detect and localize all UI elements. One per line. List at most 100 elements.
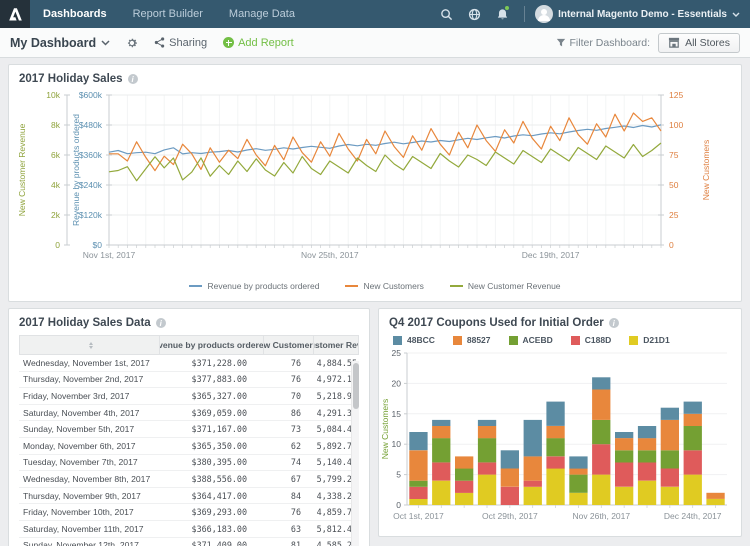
legend-item-d21d1[interactable]: D21D1 — [629, 335, 670, 345]
bar-segment-C188D[interactable] — [637, 462, 657, 481]
bar-segment-ACEBD[interactable] — [615, 450, 634, 463]
bar-segment-C188D[interactable] — [500, 486, 519, 505]
bar-segment-48BCC[interactable] — [500, 450, 519, 469]
adobe-logo[interactable] — [0, 0, 30, 28]
bar-segment-C188D[interactable] — [592, 444, 611, 475]
bar-segment-88527[interactable] — [409, 450, 428, 481]
bar-segment-48BCC[interactable] — [409, 432, 428, 451]
legend-item-acebd[interactable]: ACEBD — [508, 335, 553, 345]
bar-segment-D21D1[interactable] — [637, 480, 657, 505]
plus-icon — [223, 37, 235, 48]
bar-segment-D21D1[interactable] — [592, 474, 611, 505]
bar-segment-C188D[interactable] — [615, 462, 634, 487]
dashboard-settings-gear[interactable] — [126, 37, 138, 49]
bar-segment-88527[interactable] — [706, 492, 725, 499]
info-icon[interactable]: i — [608, 318, 619, 328]
add-report-button[interactable]: Add Report — [223, 37, 294, 49]
sharing-button[interactable]: Sharing — [154, 37, 207, 49]
bar-segment-48BCC[interactable] — [432, 419, 451, 426]
bar-segment-88527[interactable] — [569, 468, 588, 475]
line-series-new-customer-revenue[interactable] — [108, 142, 662, 182]
bar-segment-C188D[interactable] — [409, 486, 428, 499]
table-header-new-customer-revenue[interactable]: New Customer Revenue — [314, 336, 358, 354]
bar-segment-ACEBD[interactable] — [455, 468, 474, 481]
search-icon[interactable] — [434, 0, 458, 28]
bar-segment-ACEBD[interactable] — [477, 438, 497, 463]
bar-segment-48BCC[interactable] — [683, 401, 702, 414]
legend-item-new-customer-revenue[interactable]: New Customer Revenue — [449, 281, 561, 291]
coupons-stacked-bar-chart[interactable]: 0 5 10 15 20 25 New Customers Oct 1st, 2017 Oct … — [379, 345, 735, 531]
bar-segment-D21D1[interactable] — [615, 486, 634, 505]
bar-segment-88527[interactable] — [546, 426, 565, 439]
bar-segment-88527[interactable] — [477, 426, 497, 439]
bar-segment-ACEBD[interactable] — [637, 450, 657, 463]
bar-segment-D21D1[interactable] — [660, 486, 679, 505]
bar-segment-ACEBD[interactable] — [569, 474, 588, 493]
nav-item-report-builder[interactable]: Report Builder — [132, 8, 203, 20]
bar-segment-48BCC[interactable] — [592, 377, 611, 390]
account-menu[interactable]: Internal Magento Demo - Essentials — [535, 5, 740, 23]
legend-item-revenue-by-products-ordered[interactable]: Revenue by products ordered — [189, 281, 319, 291]
bar-segment-D21D1[interactable] — [432, 480, 451, 505]
bar-segment-ACEBD[interactable] — [660, 450, 679, 469]
legend-item-48bcc[interactable]: 48BCC — [393, 335, 435, 345]
bar-segment-88527[interactable] — [615, 438, 634, 451]
bar-segment-C188D[interactable] — [432, 462, 451, 481]
holiday-sales-line-chart[interactable]: 10k 8k 6k 4k 2k 0 $600k $480k $360k $240k $120k $0 1… — [9, 87, 723, 275]
bar-segment-D21D1[interactable] — [477, 474, 497, 505]
globe-icon[interactable] — [462, 0, 486, 28]
line-series-new-customers[interactable] — [109, 112, 662, 172]
bar-segment-C188D[interactable] — [477, 462, 497, 475]
bar-segment-88527[interactable] — [660, 419, 679, 451]
bar-segment-C188D[interactable] — [455, 480, 474, 493]
bar-segment-C188D[interactable] — [683, 450, 702, 475]
bar-segment-88527[interactable] — [592, 389, 611, 420]
dashboard-selector[interactable]: My Dashboard — [10, 36, 110, 50]
bar-segment-88527[interactable] — [523, 456, 542, 481]
nav-item-dashboards[interactable]: Dashboards — [43, 8, 107, 20]
bar-segment-48BCC[interactable] — [660, 407, 679, 420]
bar-segment-C188D[interactable] — [660, 468, 679, 487]
bar-segment-ACEBD[interactable] — [409, 480, 428, 487]
legend-item-new-customers[interactable]: New Customers — [345, 281, 424, 291]
notifications-bell-icon[interactable] — [490, 0, 514, 28]
table-header-revenue-by-products-ordered[interactable]: Revenue by products ordered — [160, 336, 264, 354]
bar-segment-D21D1[interactable] — [546, 468, 565, 506]
bar-segment-D21D1[interactable] — [455, 492, 474, 505]
bar-segment-ACEBD[interactable] — [546, 438, 565, 457]
bar-segment-C188D[interactable] — [523, 480, 542, 487]
bar-segment-88527[interactable] — [683, 413, 702, 426]
bar-segment-48BCC[interactable] — [523, 419, 542, 457]
info-icon[interactable]: i — [155, 318, 166, 328]
line-series-revenue-by-products-ordered[interactable] — [108, 124, 662, 155]
all-stores-filter-button[interactable]: All Stores — [658, 32, 740, 53]
table-header-new-customers[interactable]: New Customers — [264, 336, 314, 354]
bar-segment-88527[interactable] — [637, 438, 657, 451]
bar-segment-88527[interactable] — [500, 468, 519, 487]
info-icon[interactable]: i — [127, 74, 138, 84]
legend-item-c188d[interactable]: C188D — [570, 335, 611, 345]
bar-segment-C188D[interactable] — [546, 456, 565, 469]
bar-segment-48BCC[interactable] — [569, 456, 588, 469]
bar-segment-D21D1[interactable] — [569, 492, 588, 505]
bar-segment-88527[interactable] — [432, 426, 451, 439]
nav-item-manage-data[interactable]: Manage Data — [228, 8, 295, 20]
bar-segment-D21D1[interactable] — [409, 498, 428, 505]
table-header-date[interactable] — [20, 336, 160, 354]
bar-segment-48BCC[interactable] — [477, 419, 497, 426]
legend-item-88527[interactable]: 88527 — [452, 335, 491, 345]
bar-segment-48BCC[interactable] — [637, 426, 657, 439]
bar-segment-ACEBD[interactable] — [432, 438, 451, 463]
legend-swatch — [345, 285, 359, 287]
bar-segment-D21D1[interactable] — [683, 474, 702, 505]
scrollbar-thumb[interactable] — [353, 363, 359, 409]
bar-segment-88527[interactable] — [455, 456, 474, 469]
bar-segment-ACEBD[interactable] — [592, 419, 611, 445]
table-scrollbar[interactable]: ▼ — [351, 361, 359, 546]
cell-new-customers: 84 — [290, 490, 301, 501]
bar-segment-ACEBD[interactable] — [683, 426, 702, 451]
bar-segment-D21D1[interactable] — [706, 498, 725, 505]
bar-segment-48BCC[interactable] — [615, 432, 634, 439]
bar-segment-48BCC[interactable] — [546, 401, 565, 426]
bar-segment-D21D1[interactable] — [523, 486, 542, 505]
